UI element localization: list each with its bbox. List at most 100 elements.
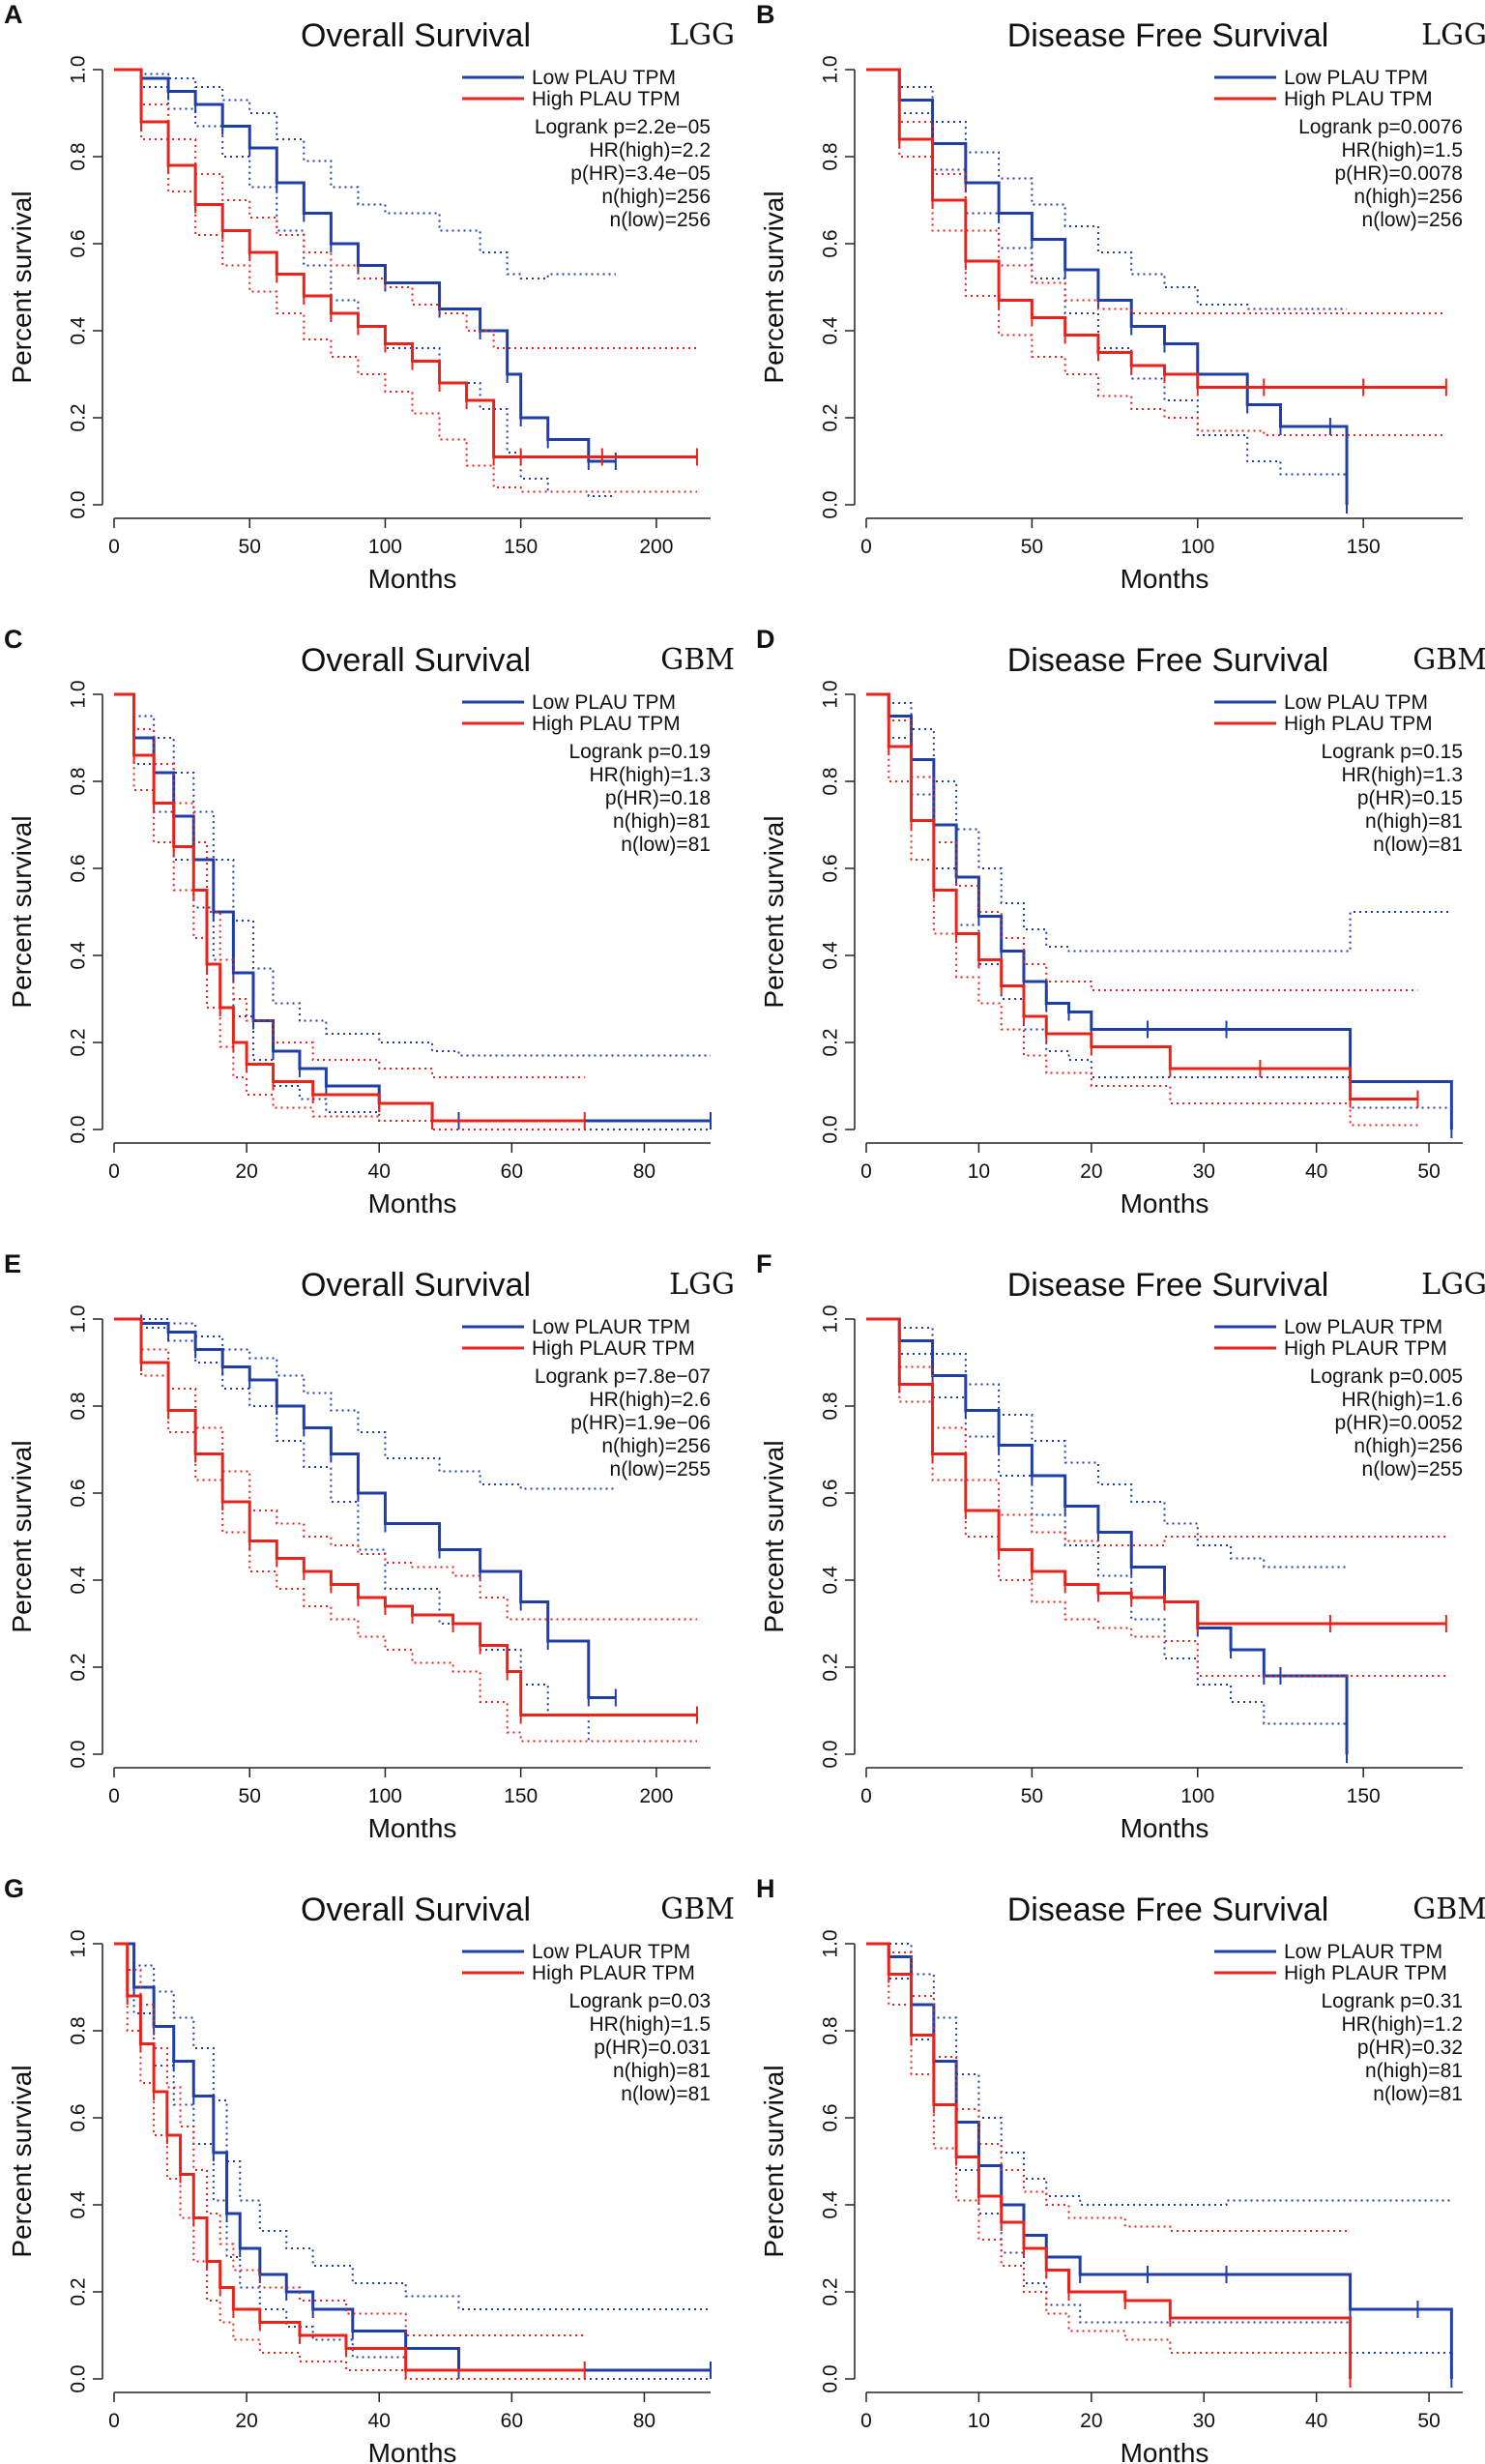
- panel-f-high-curve: [866, 1317, 1446, 1626]
- panel-b-stat: n(low)=256: [1362, 209, 1463, 231]
- panel-c-x-label: Months: [368, 1188, 457, 1218]
- panel-d-stat: Logrank p=0.15: [1321, 741, 1463, 763]
- panel-d-x-tick-label: 40: [1305, 1160, 1327, 1183]
- panel-g-stat: Logrank p=0.03: [568, 1990, 711, 2012]
- panel-b-x-tick-label: 150: [1347, 536, 1381, 558]
- panel-c: C Overall Survival GBM 0 20 40 60 80 0.0 0.2 0.4 0.…: [4, 625, 735, 1218]
- panel-e-legend-label: Low PLAUR TPM: [532, 1316, 690, 1338]
- panel-c-stat: Logrank p=0.19: [568, 741, 711, 763]
- panel-h-high-ci-lower: [866, 1943, 1352, 2379]
- panel-h: H Disease Free Survival GBM 0 10 20 30 40 50 0.0 0…: [756, 1874, 1485, 2464]
- panel-b-dataset: LGG: [1421, 18, 1485, 52]
- panel-b-high-ci-upper: [866, 69, 1446, 314]
- panel-g-legend-label: High PLAUR TPM: [532, 1962, 695, 1984]
- panel-e-stat: n(high)=256: [601, 1435, 711, 1457]
- panel-b-low-ci-upper: [866, 69, 1348, 310]
- panel-d-letter: D: [756, 625, 775, 654]
- panel-a-x-tick-label: 200: [639, 536, 673, 558]
- panel-c-stat: n(high)=81: [613, 810, 711, 833]
- panel-a: A Overall Survival LGG 0 50 100 150 200 0.0 0.2 0.…: [4, 0, 735, 594]
- panel-b-letter: B: [756, 0, 775, 29]
- panel-c-high-curve: [114, 692, 585, 1123]
- panel-b-y-tick-label: 0.4: [819, 316, 841, 345]
- panel-d-high-ci-lower: [866, 693, 1418, 1127]
- panel-e-stat: n(low)=255: [610, 1458, 711, 1481]
- panel-f-legend-label: High PLAUR TPM: [1284, 1337, 1447, 1360]
- panel-e-x-tick-label: 100: [368, 1785, 402, 1807]
- panel-g-stat: n(low)=81: [621, 2083, 711, 2105]
- panel-e-y-tick-label: 0.2: [67, 1653, 89, 1681]
- panel-b-y-tick-label: 0.2: [819, 403, 841, 431]
- panel-h-legend-label: Low PLAUR TPM: [1284, 1941, 1442, 1963]
- panel-f-x-tick-label: 100: [1180, 1785, 1214, 1807]
- panel-g-low-ci-upper: [114, 1943, 711, 2310]
- panel-h-x-tick-label: 10: [968, 2410, 990, 2432]
- panel-f-y-tick-label: 0.6: [819, 1479, 841, 1507]
- panel-b-x-tick-label: 0: [860, 536, 872, 558]
- panel-d-x-tick-label: 20: [1080, 1160, 1102, 1183]
- panel-g-y-tick-label: 0.4: [67, 2190, 89, 2219]
- panel-a-stat: HR(high)=2.2: [590, 139, 711, 161]
- panel-g-high-ci-upper: [114, 1943, 585, 2336]
- panel-a-stat: n(high)=256: [601, 186, 711, 208]
- panel-h-low-curve: [866, 1942, 1453, 2379]
- panel-a-legend-label: High PLAU TPM: [532, 88, 681, 110]
- panel-e-title: Overall Survival: [301, 1267, 531, 1304]
- panel-f-x-tick-label: 150: [1347, 1785, 1381, 1807]
- panel-h-x-tick-label: 0: [860, 2410, 872, 2432]
- panel-c-low-ci-upper: [114, 693, 711, 1057]
- panel-a-y-label: Percent survival: [7, 191, 37, 383]
- panel-c-stat: HR(high)=1.3: [590, 764, 711, 786]
- panel-a-y-tick-label: 0.6: [67, 229, 89, 257]
- panel-g-stat: p(HR)=0.031: [594, 2037, 711, 2059]
- panel-b-stat: HR(high)=1.5: [1342, 139, 1463, 161]
- panel-e-y-tick-label: 0.8: [67, 1392, 89, 1420]
- panel-f-legend-label: Low PLAUR TPM: [1284, 1316, 1442, 1338]
- panel-e-x-tick-label: 150: [504, 1785, 538, 1807]
- panel-c-letter: C: [4, 625, 23, 654]
- panel-g-y-tick-label: 0.6: [67, 2103, 89, 2131]
- panel-b-stat: Logrank p=0.0076: [1298, 116, 1463, 138]
- panel-b-stat: n(high)=256: [1354, 186, 1463, 208]
- panel-b: B Disease Free Survival LGG 0 50 100 150 0.0 0.2…: [756, 0, 1485, 594]
- panel-g: G Overall Survival GBM 0 20 40 60 80 0.0 0.2 0.4 0.…: [4, 1874, 735, 2464]
- panel-a-x-tick-label: 150: [504, 536, 538, 558]
- panel-h-dataset: GBM: [1412, 1892, 1485, 1926]
- panel-g-y-label: Percent survival: [7, 2065, 37, 2257]
- panel-h-title: Disease Free Survival: [1007, 1892, 1329, 1928]
- panel-e-y-tick-label: 0.4: [67, 1566, 89, 1595]
- panel-d: D Disease Free Survival GBM 0 10 20 30 40 50 0.0 0…: [756, 625, 1485, 1218]
- panel-f-y-tick-label: 1.0: [819, 1305, 841, 1333]
- panel-e-high-ci-lower: [114, 1318, 697, 1743]
- panel-d-low-curve: [866, 692, 1453, 1129]
- panel-c-dataset: GBM: [660, 643, 735, 677]
- panel-g-letter: G: [4, 1874, 24, 1903]
- panel-d-low-ci-lower: [866, 693, 1453, 1129]
- panel-d-stat: n(low)=81: [1373, 834, 1463, 856]
- panel-h-y-tick-label: 0.6: [819, 2103, 841, 2131]
- panel-f-x-tick-label: 0: [860, 1785, 872, 1807]
- panel-f-y-tick-label: 0.4: [819, 1566, 841, 1595]
- panel-a-stat: n(low)=256: [610, 209, 711, 231]
- panel-f-y-tick-label: 0.0: [819, 1740, 841, 1768]
- panel-h-high-ci-upper: [866, 1943, 1351, 2232]
- panel-b-high-ci-lower: [866, 69, 1446, 436]
- panel-b-y-tick-label: 0.0: [819, 490, 841, 518]
- panel-c-y-tick-label: 1.0: [67, 680, 89, 708]
- panel-g-high-curve: [114, 1942, 585, 2372]
- panel-d-x-tick-label: 0: [860, 1160, 872, 1183]
- panel-f-stat: p(HR)=0.0052: [1335, 1412, 1464, 1434]
- panel-d-stat: p(HR)=0.15: [1357, 787, 1463, 809]
- panel-f-stat: n(high)=256: [1354, 1435, 1463, 1457]
- panel-g-x-tick-label: 20: [235, 2410, 257, 2432]
- panel-e-legend-label: High PLAUR TPM: [532, 1337, 695, 1360]
- panel-b-x-label: Months: [1121, 564, 1209, 594]
- panel-a-high-ci-lower: [114, 69, 697, 493]
- panel-c-y-tick-label: 0.4: [67, 941, 89, 970]
- panel-d-x-tick-label: 50: [1417, 1160, 1440, 1183]
- panel-h-x-tick-label: 30: [1193, 2410, 1215, 2432]
- panel-a-legend-label: Low PLAU TPM: [532, 67, 676, 89]
- panel-a-y-tick-label: 0.0: [67, 490, 89, 518]
- panel-g-x-label: Months: [368, 2438, 457, 2464]
